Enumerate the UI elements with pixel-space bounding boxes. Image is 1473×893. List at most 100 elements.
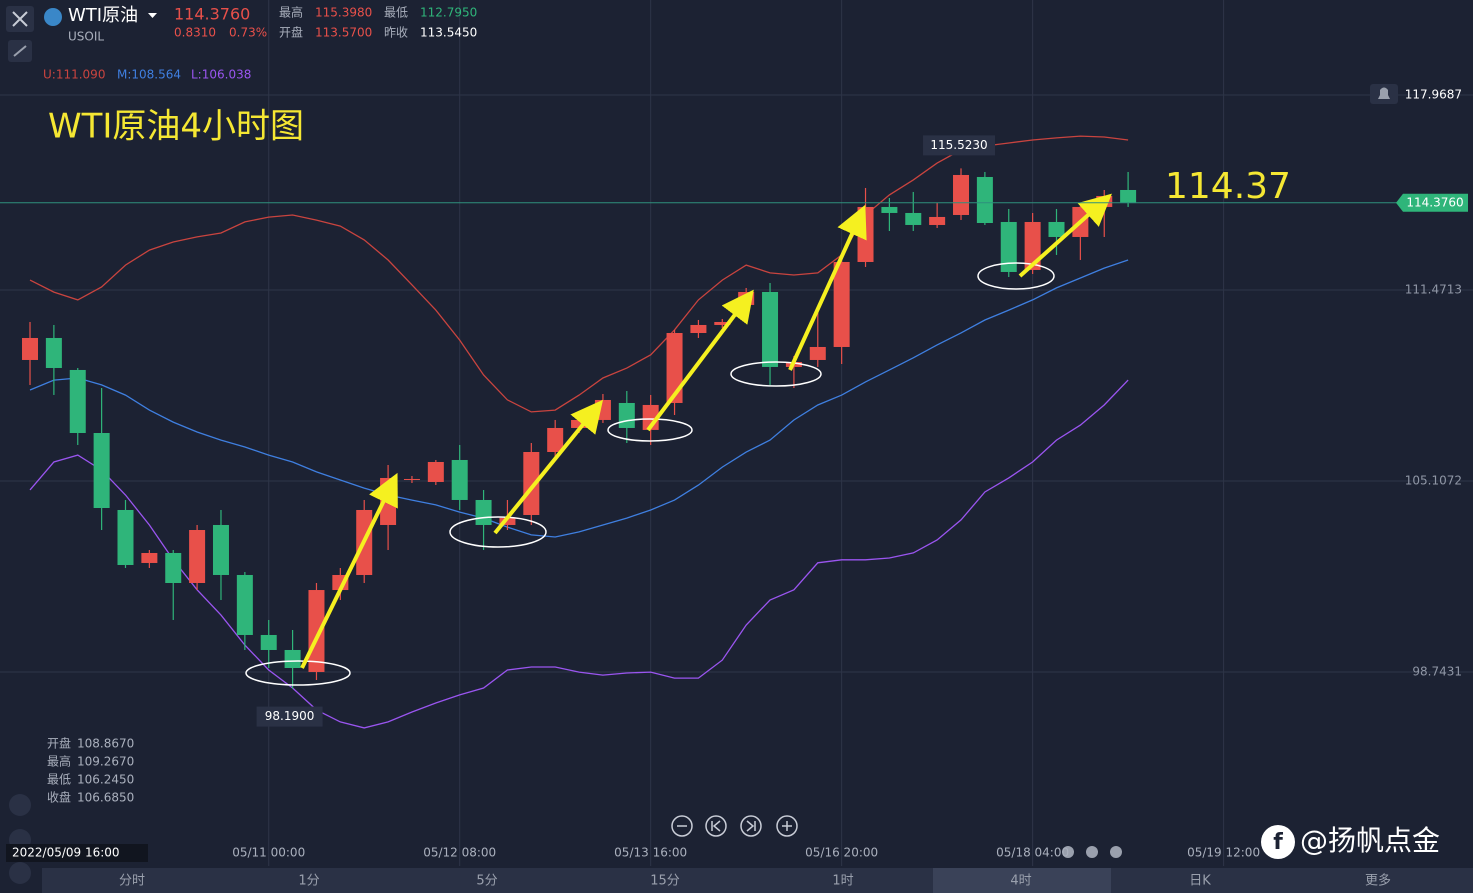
candle-body <box>666 332 683 403</box>
candle-body <box>236 574 253 635</box>
candle-body <box>1000 221 1017 272</box>
candle-body <box>690 324 707 333</box>
arrow <box>300 472 398 669</box>
forward-button[interactable] <box>740 815 762 837</box>
tool-icon <box>13 45 27 57</box>
stats: 最高 115.3980 开盘 113.5700 最低 112.7950 昨收 113.5450 <box>279 5 477 40</box>
tab[interactable]: 更多 <box>1365 873 1391 889</box>
min-label: 98.1900 <box>265 709 315 723</box>
candle-body <box>141 552 158 563</box>
max-label-box <box>923 135 996 156</box>
x-tick-label: 05/13 16:00 <box>614 846 687 860</box>
symbol-name[interactable]: WTI原油 <box>68 5 138 26</box>
tab[interactable]: 1时 <box>832 874 853 889</box>
candle-body <box>1048 221 1065 237</box>
candle-body <box>762 291 779 367</box>
candle-body <box>953 174 970 215</box>
dropdown-icon[interactable] <box>148 13 157 18</box>
watermark: @扬帆点金 <box>1300 824 1440 857</box>
info-value: 106.6850 <box>77 791 134 805</box>
candle-body <box>427 461 444 482</box>
last-price-tag <box>1396 193 1468 212</box>
y-tick-label: 105.1072 <box>1405 473 1462 487</box>
candle-body <box>308 590 325 672</box>
stat-value: 113.5450 <box>420 26 477 40</box>
candle-body <box>403 478 420 480</box>
stat-label: 开盘 <box>279 25 303 40</box>
ellipse <box>449 516 547 548</box>
chart-type-button[interactable] <box>9 862 31 884</box>
candle-body <box>905 212 922 225</box>
candle-body <box>45 337 62 368</box>
stat-label: 最高 <box>279 5 303 20</box>
arrow <box>788 204 867 371</box>
y-tick-label: 111.4713 <box>1405 282 1462 296</box>
x-tick-label: 05/18 04:00 <box>996 846 1069 860</box>
ellipse <box>245 660 351 686</box>
price-note: 114.37 <box>1165 166 1291 207</box>
info-value: 109.2670 <box>77 755 134 769</box>
tab[interactable]: 分时 <box>119 874 145 889</box>
candle-body <box>93 432 110 508</box>
stat-value: 112.7950 <box>420 6 477 20</box>
tab[interactable]: 15分 <box>650 874 680 889</box>
ellipses <box>245 262 1055 686</box>
candle-body <box>189 529 206 584</box>
band-line <box>29 379 1129 729</box>
arrow <box>493 399 604 535</box>
candle-body <box>523 451 540 515</box>
stat-label: 昨收 <box>384 26 408 40</box>
info-label: 收盘 <box>47 790 71 805</box>
candle-body <box>165 552 182 584</box>
ellipse <box>607 418 693 442</box>
page-dot[interactable] <box>1110 846 1122 858</box>
ellipse <box>977 262 1055 290</box>
candle-body <box>284 649 301 668</box>
x-tick-label: 05/19 12:00 <box>1187 846 1260 860</box>
crosshair-info: 开盘 108.8670 最高 109.2670 最低 106.2450 收盘 106.6850 <box>47 736 134 805</box>
candle-body <box>1120 189 1137 203</box>
tab[interactable]: 5分 <box>476 874 497 889</box>
candle-body <box>451 459 468 500</box>
chart-title: WTI原油4小时图 <box>48 107 304 147</box>
tab[interactable]: 日K <box>1189 874 1211 889</box>
symbol-code: USOIL <box>68 30 104 44</box>
candle-body <box>475 499 492 525</box>
candle-body <box>929 216 946 225</box>
candle-body <box>22 337 39 360</box>
info-label: 开盘 <box>47 736 71 751</box>
x-tick-label: 05/11 00:00 <box>232 846 305 860</box>
candle-body <box>618 402 635 428</box>
candle-body <box>976 176 993 223</box>
page-dot[interactable] <box>1086 846 1098 858</box>
band-line <box>29 259 1129 538</box>
price-change: 0.8310 <box>174 26 216 40</box>
y-tick-label: 98.7431 <box>1412 664 1462 678</box>
zoom-in-button[interactable] <box>776 815 798 837</box>
zoom-icons <box>677 821 792 831</box>
y-tick-label: 117.9687 <box>1405 87 1462 101</box>
tab[interactable]: 4时 <box>1010 874 1031 889</box>
close-icon <box>12 11 28 27</box>
tabs: 分时 1分 5分 15分 1时 4时 日K 更多 <box>119 873 1391 889</box>
active-tab-bg <box>933 868 1111 893</box>
legend: U:111.090 M:108.564 L:106.038 <box>43 68 251 82</box>
indicator-button[interactable] <box>9 794 31 816</box>
arrow <box>1018 193 1112 278</box>
page-dot[interactable] <box>1062 846 1074 858</box>
candle-body <box>117 509 134 565</box>
last-price: 114.3760 <box>174 5 250 24</box>
info-value: 108.8670 <box>77 737 134 751</box>
tab[interactable]: 1分 <box>298 874 319 889</box>
candle-body <box>881 206 898 213</box>
candle-body <box>833 261 850 347</box>
stat-label: 最低 <box>384 6 408 20</box>
crosshair-time-box <box>6 844 148 862</box>
candle-body <box>260 634 277 650</box>
stat-value: 115.3980 <box>315 6 372 20</box>
zoom-out-button[interactable] <box>671 815 693 837</box>
bell-icon <box>1378 87 1390 99</box>
rewind-button[interactable] <box>705 815 727 837</box>
